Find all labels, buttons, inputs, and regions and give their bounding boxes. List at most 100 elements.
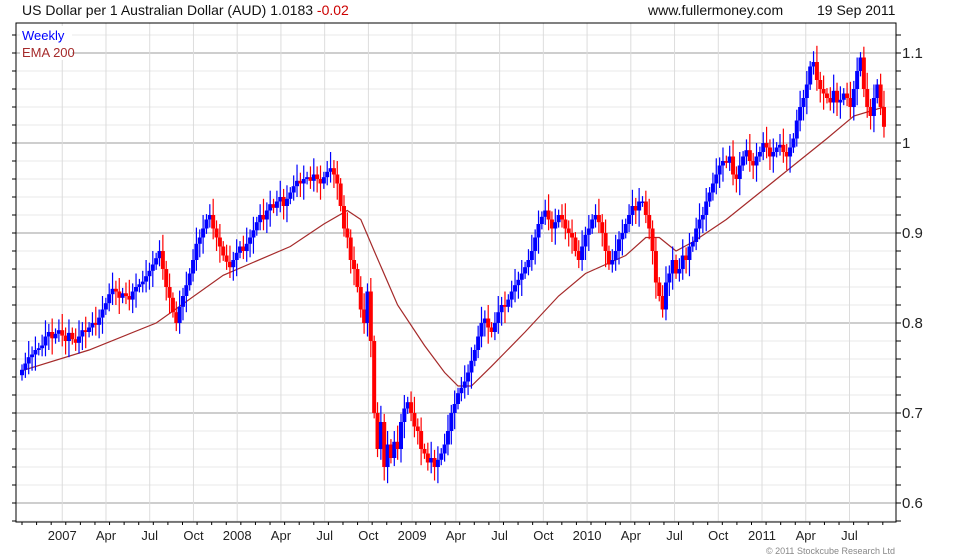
candle (858, 52, 863, 77)
candle-body-up (46, 332, 51, 337)
candle-body-up (20, 369, 24, 376)
candle-body-up (254, 222, 259, 231)
candle (308, 166, 313, 189)
candle (496, 296, 501, 334)
candle-body-down (73, 339, 78, 343)
candle (771, 138, 776, 173)
candle (801, 89, 806, 121)
plot-frame (15, 22, 897, 523)
candle (214, 220, 219, 251)
candle-body-up (774, 147, 779, 152)
candle-body-up (499, 305, 504, 313)
candle-body-up (553, 222, 558, 229)
candle (479, 306, 484, 348)
candle (784, 143, 789, 170)
candle (355, 263, 360, 293)
candle-body-up (798, 107, 803, 121)
candle-body-down (422, 449, 427, 454)
candle (680, 239, 685, 280)
candle-body-up (439, 453, 444, 460)
candle (731, 140, 736, 186)
candle (724, 155, 729, 169)
candle (734, 166, 739, 193)
candle (700, 206, 705, 233)
candle (234, 239, 239, 277)
y-tick-label: 0.8 (902, 315, 923, 332)
candle-body-up (704, 201, 709, 215)
x-tick-label: Apr (271, 528, 292, 543)
candle (647, 198, 652, 240)
candle-body-up (288, 192, 293, 199)
candle-body-down (271, 204, 276, 208)
candle (881, 90, 886, 138)
candle-body-down (633, 206, 638, 211)
candle-body-down (643, 201, 648, 215)
candle (254, 216, 259, 236)
candle (180, 287, 185, 321)
candle (707, 187, 712, 207)
candle (828, 87, 833, 111)
candle (694, 217, 699, 251)
candle (278, 180, 283, 213)
candle (855, 57, 860, 106)
candle-body-up (710, 183, 715, 193)
candle (610, 249, 615, 273)
candle (559, 204, 564, 228)
candle (767, 139, 772, 170)
candle-body-up (586, 228, 591, 235)
candle-body-up (640, 201, 645, 203)
candle-body-up (184, 285, 189, 296)
candle-body-down (684, 255, 689, 260)
candle-body-down (217, 237, 222, 247)
candle (368, 278, 373, 358)
candle-body-up (519, 273, 524, 280)
x-tick-label: 2010 (573, 528, 602, 543)
candle-body-down (358, 287, 363, 310)
candle (321, 171, 326, 189)
candle-body-down (764, 143, 769, 148)
candle-body-up (144, 276, 149, 282)
candle-body-up (399, 422, 404, 449)
candle-body-up (680, 255, 685, 269)
candle (130, 283, 135, 314)
candle (533, 229, 538, 265)
candle-body-up (757, 152, 762, 157)
candle-body-up (134, 287, 139, 292)
candle-body-down (241, 246, 246, 251)
candle-body-up (258, 215, 263, 223)
candle-body-up (516, 279, 521, 286)
candle-body-up (523, 267, 528, 274)
candle (63, 327, 68, 355)
candle-body-up (670, 260, 675, 274)
candle-body-down (331, 168, 336, 175)
candle-body-down (881, 107, 886, 127)
candle-body-up (33, 350, 38, 355)
candle-body-down (600, 222, 605, 233)
candle (331, 160, 336, 188)
candle-body-down (747, 150, 752, 161)
candle (123, 282, 128, 305)
candle-body-down (368, 291, 373, 341)
candle (66, 319, 71, 358)
candle (301, 165, 306, 200)
candle (593, 204, 598, 228)
candle-body-down (355, 269, 360, 287)
candle-body-up (794, 120, 799, 139)
candle-body-up (66, 332, 71, 341)
candle (804, 71, 809, 115)
candle (613, 234, 618, 271)
candle (127, 279, 132, 311)
candle-body-up (97, 317, 102, 325)
x-tick-label: Jul (666, 528, 683, 543)
candle (821, 75, 826, 110)
candle (630, 189, 635, 226)
candle-body-up (610, 260, 615, 265)
site-url[interactable]: www.fullermoney.com (647, 2, 783, 18)
candle-body-up (754, 156, 759, 166)
candle-body-up (180, 296, 185, 307)
x-tick-label: Apr (96, 528, 117, 543)
candle (442, 433, 447, 462)
price-change: -0.02 (317, 2, 349, 18)
candle (77, 320, 82, 354)
candle-body-down (412, 413, 417, 427)
